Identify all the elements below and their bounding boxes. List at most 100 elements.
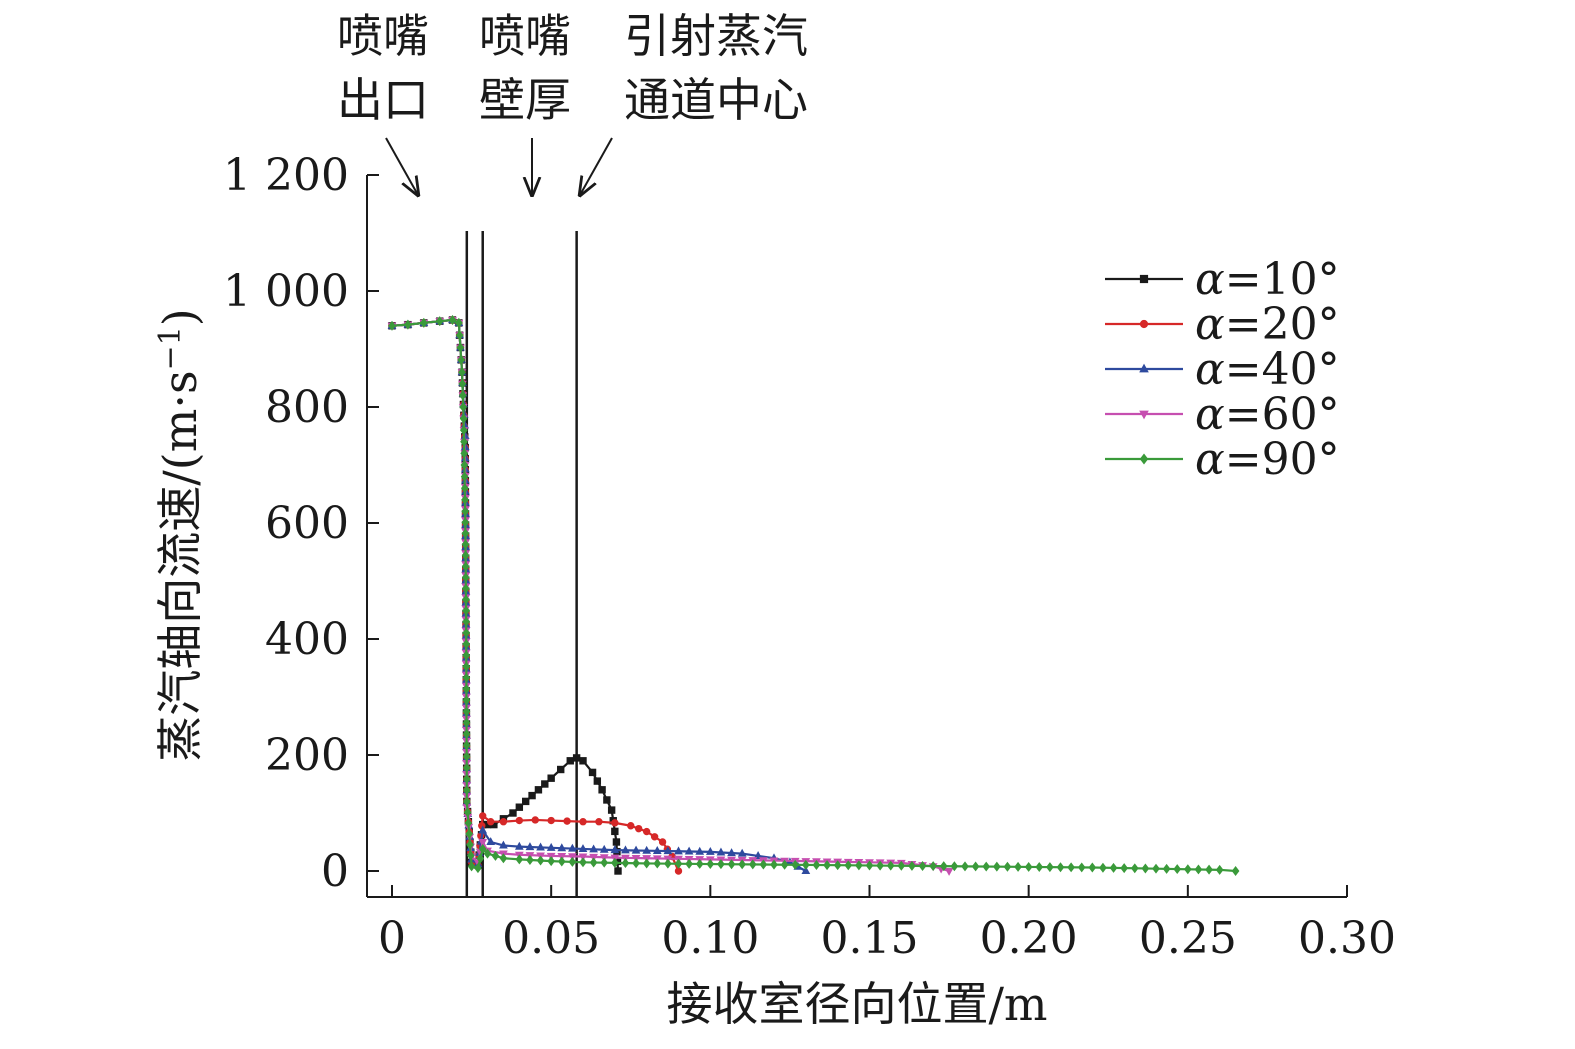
y-axis-title-close: ) (153, 308, 207, 326)
data-point (971, 861, 980, 872)
data-point (685, 858, 693, 869)
data-point (812, 860, 821, 870)
data-point (462, 728, 471, 739)
data-point (462, 661, 471, 672)
data-point (886, 860, 895, 871)
data-point (536, 855, 545, 866)
data-point (1205, 864, 1213, 875)
vertical-lines (465, 231, 578, 897)
y-tick-label: 0 (321, 846, 349, 897)
x-tick-label: 0.15 (821, 913, 919, 964)
data-point (547, 856, 555, 867)
data-point (1120, 863, 1128, 874)
data-point (435, 316, 444, 327)
data-point (460, 460, 469, 470)
data-point (1067, 862, 1075, 873)
data-point (462, 695, 471, 706)
data-point (791, 859, 800, 870)
legend-label: α=90° (1195, 434, 1340, 485)
data-point (918, 860, 927, 871)
data-point (1139, 410, 1149, 420)
legend-item: α=10° (1105, 254, 1340, 305)
data-point (759, 859, 768, 870)
y-axis-title-sup: −1 (153, 326, 188, 370)
data-point (486, 818, 495, 826)
data-point (1024, 861, 1033, 872)
data-point (802, 859, 810, 870)
data-point (865, 860, 874, 871)
data-point (546, 842, 556, 851)
data-point (753, 851, 763, 859)
data-point (642, 845, 652, 854)
data-point (462, 594, 470, 605)
data-point (479, 812, 487, 820)
data-point (462, 773, 471, 784)
data-point (695, 858, 704, 869)
data-point (727, 859, 736, 870)
data-point (491, 850, 500, 861)
x-axis-title: 接收室径向位置/m (666, 977, 1047, 1031)
data-point (404, 319, 412, 330)
data-point (557, 856, 566, 867)
data-point (844, 860, 853, 871)
data-point (566, 757, 574, 765)
data-point (1014, 861, 1022, 872)
legend-label: α=20° (1195, 299, 1340, 350)
data-point (483, 848, 492, 859)
data-point (663, 846, 673, 855)
data-point (458, 367, 466, 378)
data-point (459, 413, 468, 424)
data-point (603, 796, 611, 804)
data-point (568, 843, 577, 852)
data-point (695, 846, 705, 855)
data-point (460, 448, 469, 459)
data-point (674, 867, 683, 875)
data-point (674, 858, 683, 869)
data-point (652, 846, 662, 854)
data-point (1152, 863, 1160, 874)
x-tick-label: 0.25 (1139, 913, 1237, 964)
data-point (1035, 862, 1044, 873)
data-point (1141, 863, 1150, 874)
data-point (607, 806, 616, 814)
data-point (534, 786, 543, 794)
data-point (509, 809, 517, 817)
y-tick-label: 1 200 (223, 150, 349, 201)
data-point (474, 863, 482, 874)
data-point (961, 861, 969, 872)
data-point (650, 833, 659, 841)
data-point (1215, 864, 1224, 875)
data-point (579, 818, 587, 826)
series-0 (388, 316, 622, 875)
data-point (1231, 866, 1240, 876)
data-point (460, 483, 469, 494)
data-point (611, 819, 619, 827)
data-point (1139, 274, 1149, 284)
legend-item: α=40° (1105, 344, 1340, 395)
data-point (460, 436, 468, 447)
data-point (459, 425, 468, 436)
data-point (515, 803, 524, 811)
data-point (462, 796, 471, 807)
x-tick-label: 0.30 (1298, 913, 1396, 964)
data-point (462, 639, 471, 650)
data-point (993, 861, 1001, 872)
data-point (664, 858, 672, 869)
y-tick-label: 600 (265, 498, 349, 549)
data-point (588, 768, 597, 777)
data-point (462, 717, 471, 728)
data-point (462, 583, 470, 594)
data-point (876, 860, 884, 871)
legend-label: α=10° (1195, 254, 1340, 305)
data-point (568, 856, 577, 867)
data-point (462, 616, 471, 627)
data-point (536, 842, 545, 851)
data-point (462, 605, 470, 616)
data-point (621, 845, 630, 854)
data-point (457, 354, 466, 365)
annotation-line2: 通道中心 (624, 73, 808, 127)
data-point (1139, 453, 1149, 465)
data-point (462, 706, 471, 717)
